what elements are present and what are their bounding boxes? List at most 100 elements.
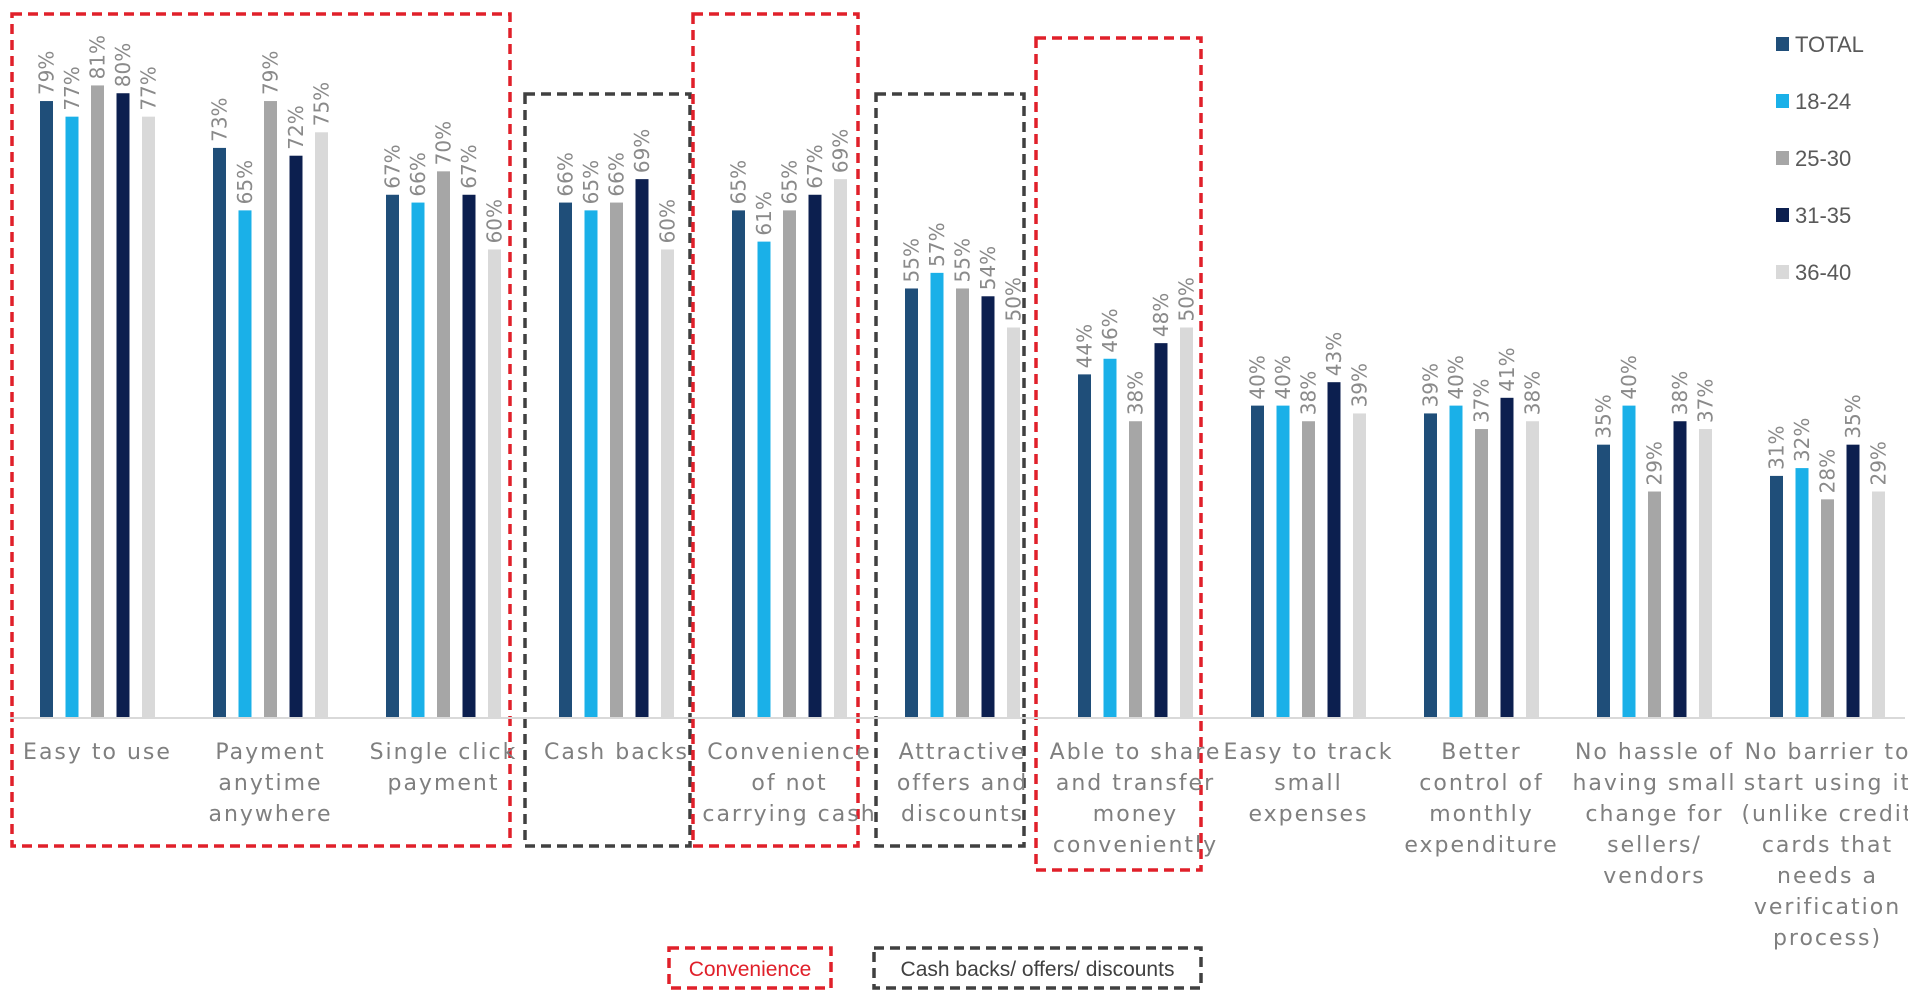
bar-total-1 xyxy=(213,147,226,718)
category-label: Single click payment xyxy=(370,740,518,796)
value-label: 55% xyxy=(900,238,924,282)
value-label: 77% xyxy=(60,66,84,110)
bar-18-24-1 xyxy=(238,210,252,718)
value-label: 79% xyxy=(35,51,59,95)
value-label: 35% xyxy=(1841,394,1865,438)
legend: TOTAL 18-24 25-30 31-35 36-40 xyxy=(1776,32,1864,285)
value-label: 60% xyxy=(483,199,507,243)
bar-36-40-5 xyxy=(1007,327,1020,718)
legend-label: 18-24 xyxy=(1795,89,1851,114)
legend-label: 31-35 xyxy=(1795,203,1851,228)
value-label: 80% xyxy=(111,43,135,87)
bar-total-4 xyxy=(732,210,745,718)
bar-total-6 xyxy=(1078,374,1091,718)
value-label: 70% xyxy=(432,121,456,165)
bar-36-40-9 xyxy=(1699,429,1712,718)
category-label: Better control of monthly expenditure xyxy=(1404,740,1558,858)
value-label: 41% xyxy=(1495,347,1519,391)
category-labels: Easy to use Payment anytime anywhere Single … xyxy=(23,740,1908,951)
value-label: 50% xyxy=(1002,277,1026,321)
value-label: 66% xyxy=(605,152,629,196)
bar-25-30-9 xyxy=(1648,491,1661,718)
bar-31-35-5 xyxy=(981,296,995,718)
value-label: 40% xyxy=(1271,355,1295,399)
bar-31-35-7 xyxy=(1327,382,1341,718)
value-labels: 79%73%67% 66% 65%55%44%40% 39%35%31%77%65% 6… xyxy=(35,35,1891,493)
value-label: 57% xyxy=(925,222,949,266)
bar-31-35-0 xyxy=(116,93,130,718)
bar-total-10 xyxy=(1770,475,1783,718)
value-label: 39% xyxy=(1348,363,1372,407)
legend-label: TOTAL xyxy=(1795,32,1864,57)
value-label: 35% xyxy=(1592,394,1616,438)
value-label: 66% xyxy=(554,152,578,196)
group-boxes xyxy=(10,12,1203,872)
group-box xyxy=(874,92,1026,848)
bar-18-24-7 xyxy=(1276,405,1290,718)
value-label: 67% xyxy=(803,144,827,188)
group-box xyxy=(691,12,860,848)
value-label: 65% xyxy=(579,160,603,204)
value-label: 61% xyxy=(752,191,776,235)
bar-18-24-5 xyxy=(930,272,944,718)
bar-total-3 xyxy=(559,202,572,719)
legend-label: 25-30 xyxy=(1795,146,1851,171)
value-label: 46% xyxy=(1098,308,1122,352)
bar-total-8 xyxy=(1424,413,1437,718)
value-label: 40% xyxy=(1444,355,1468,399)
value-label: 38% xyxy=(1297,371,1321,415)
bar-36-40-8 xyxy=(1526,421,1539,718)
bar-25-30-0 xyxy=(91,85,104,718)
legend-label: 36-40 xyxy=(1795,260,1851,285)
category-label: Payment anytime anywhere xyxy=(208,740,332,827)
value-label: 29% xyxy=(1867,441,1891,485)
bar-total-0 xyxy=(40,101,53,719)
legend-swatch xyxy=(1776,208,1789,222)
value-label: 37% xyxy=(1694,379,1718,423)
bar-total-7 xyxy=(1251,405,1264,718)
bar-18-24-8 xyxy=(1449,405,1463,718)
bar-25-30-2 xyxy=(437,171,450,719)
bar-25-30-7 xyxy=(1302,421,1315,718)
bar-31-35-1 xyxy=(289,155,303,718)
bar-36-40-3 xyxy=(661,249,674,718)
bar-total-5 xyxy=(905,288,918,718)
bar-25-30-1 xyxy=(264,101,277,719)
value-label: 37% xyxy=(1470,379,1494,423)
value-label: 65% xyxy=(727,160,751,204)
bar-18-24-4 xyxy=(757,241,771,718)
bar-36-40-1 xyxy=(315,132,328,719)
value-label: 65% xyxy=(233,160,257,204)
value-label: 38% xyxy=(1124,371,1148,415)
value-label: 32% xyxy=(1790,418,1814,462)
value-label: 67% xyxy=(381,144,405,188)
value-label: 54% xyxy=(976,246,1000,290)
bar-36-40-0 xyxy=(142,116,155,718)
value-label: 44% xyxy=(1073,324,1097,368)
category-label: No barrier to start using it (unlike credi… xyxy=(1741,740,1908,951)
category-label: Cash backs xyxy=(544,740,689,765)
value-label: 28% xyxy=(1816,449,1840,493)
bar-18-24-0 xyxy=(65,116,79,718)
bar-25-30-3 xyxy=(610,202,623,719)
bar-36-40-7 xyxy=(1353,413,1366,718)
bar-31-35-2 xyxy=(462,194,476,718)
group-legend: Convenience Cash backs/ offers/ discounts xyxy=(667,946,1203,990)
value-label: 31% xyxy=(1765,425,1789,469)
bar-18-24-6 xyxy=(1103,358,1117,718)
value-label: 40% xyxy=(1246,355,1270,399)
category-label: Convenience of not carrying cash xyxy=(702,740,876,827)
bar-25-30-4 xyxy=(783,210,796,718)
group-legend-label: Cash backs/ offers/ discounts xyxy=(901,958,1175,981)
value-label: 69% xyxy=(630,129,654,173)
bar-18-24-10 xyxy=(1795,468,1809,718)
value-label: 60% xyxy=(656,199,680,243)
bars xyxy=(40,85,1885,719)
legend-swatch xyxy=(1776,151,1789,165)
bar-18-24-3 xyxy=(584,210,598,718)
bar-31-35-4 xyxy=(808,194,822,718)
group-box xyxy=(1034,36,1203,872)
bar-36-40-2 xyxy=(488,249,501,718)
category-label: Easy to track small expenses xyxy=(1224,740,1394,827)
